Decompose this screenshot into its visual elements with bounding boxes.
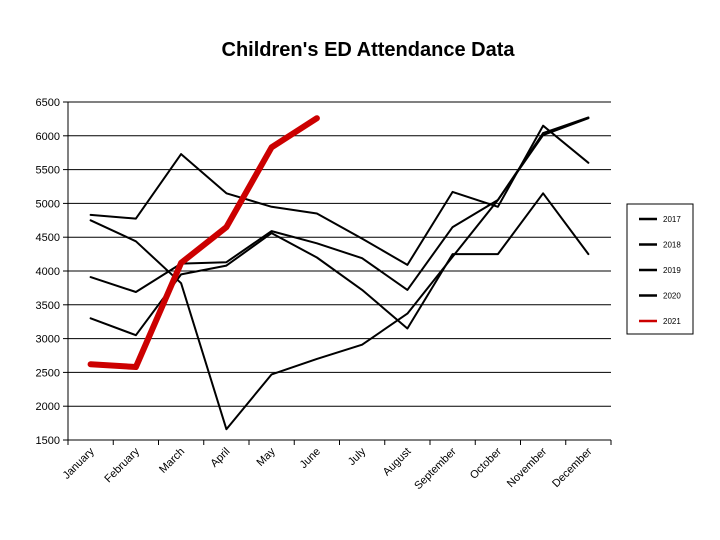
y-tick-label: 5000 — [36, 198, 60, 210]
x-tick-label: September — [412, 445, 459, 492]
x-tick-label: November — [505, 445, 550, 490]
x-tick-label: March — [157, 446, 187, 476]
legend: 2017 2018 2019 2020 2021 — [626, 203, 694, 335]
x-tick-label: April — [208, 446, 232, 470]
grid — [68, 101, 611, 441]
series-line-2019 — [89, 116, 590, 293]
axes: 1500 2000 2500 3000 3500 4000 4500 5000 5500 6000… — [36, 97, 612, 492]
y-tick-label: 6000 — [36, 131, 60, 143]
x-tick-label: October — [468, 445, 504, 481]
x-tick-label: May — [255, 445, 279, 469]
y-tick-label: 3500 — [36, 300, 60, 312]
x-tick-label: January — [61, 445, 98, 482]
series-lines — [87, 115, 590, 431]
x-tick-label: June — [298, 446, 323, 471]
y-tick-label: 4500 — [36, 232, 60, 244]
y-tick-label: 2000 — [36, 401, 60, 413]
x-tick-label: July — [346, 445, 369, 468]
x-tick-label: December — [550, 445, 595, 490]
x-tick-label: August — [381, 446, 414, 479]
series-line-2017 — [89, 124, 590, 266]
y-tick-label: 4000 — [36, 266, 60, 278]
legend-label-2020: 2020 — [663, 292, 681, 301]
series-line-2020 — [89, 192, 590, 337]
legend-label-2019: 2019 — [663, 266, 681, 275]
y-tick-label: 2500 — [36, 367, 60, 379]
legend-label-2018: 2018 — [663, 241, 681, 250]
x-tick-label: February — [102, 445, 142, 485]
y-tick-label: 6500 — [36, 97, 60, 109]
y-tick-label: 1500 — [36, 435, 60, 447]
legend-box — [626, 203, 694, 335]
chart-title: Children's ED Attendance Data — [222, 39, 516, 61]
legend-label-2017: 2017 — [663, 215, 681, 224]
series-line-2021 — [87, 115, 320, 370]
legend-label-2021: 2021 — [663, 317, 681, 326]
y-tick-label: 5500 — [36, 165, 60, 177]
y-tick-label: 3000 — [36, 334, 60, 346]
